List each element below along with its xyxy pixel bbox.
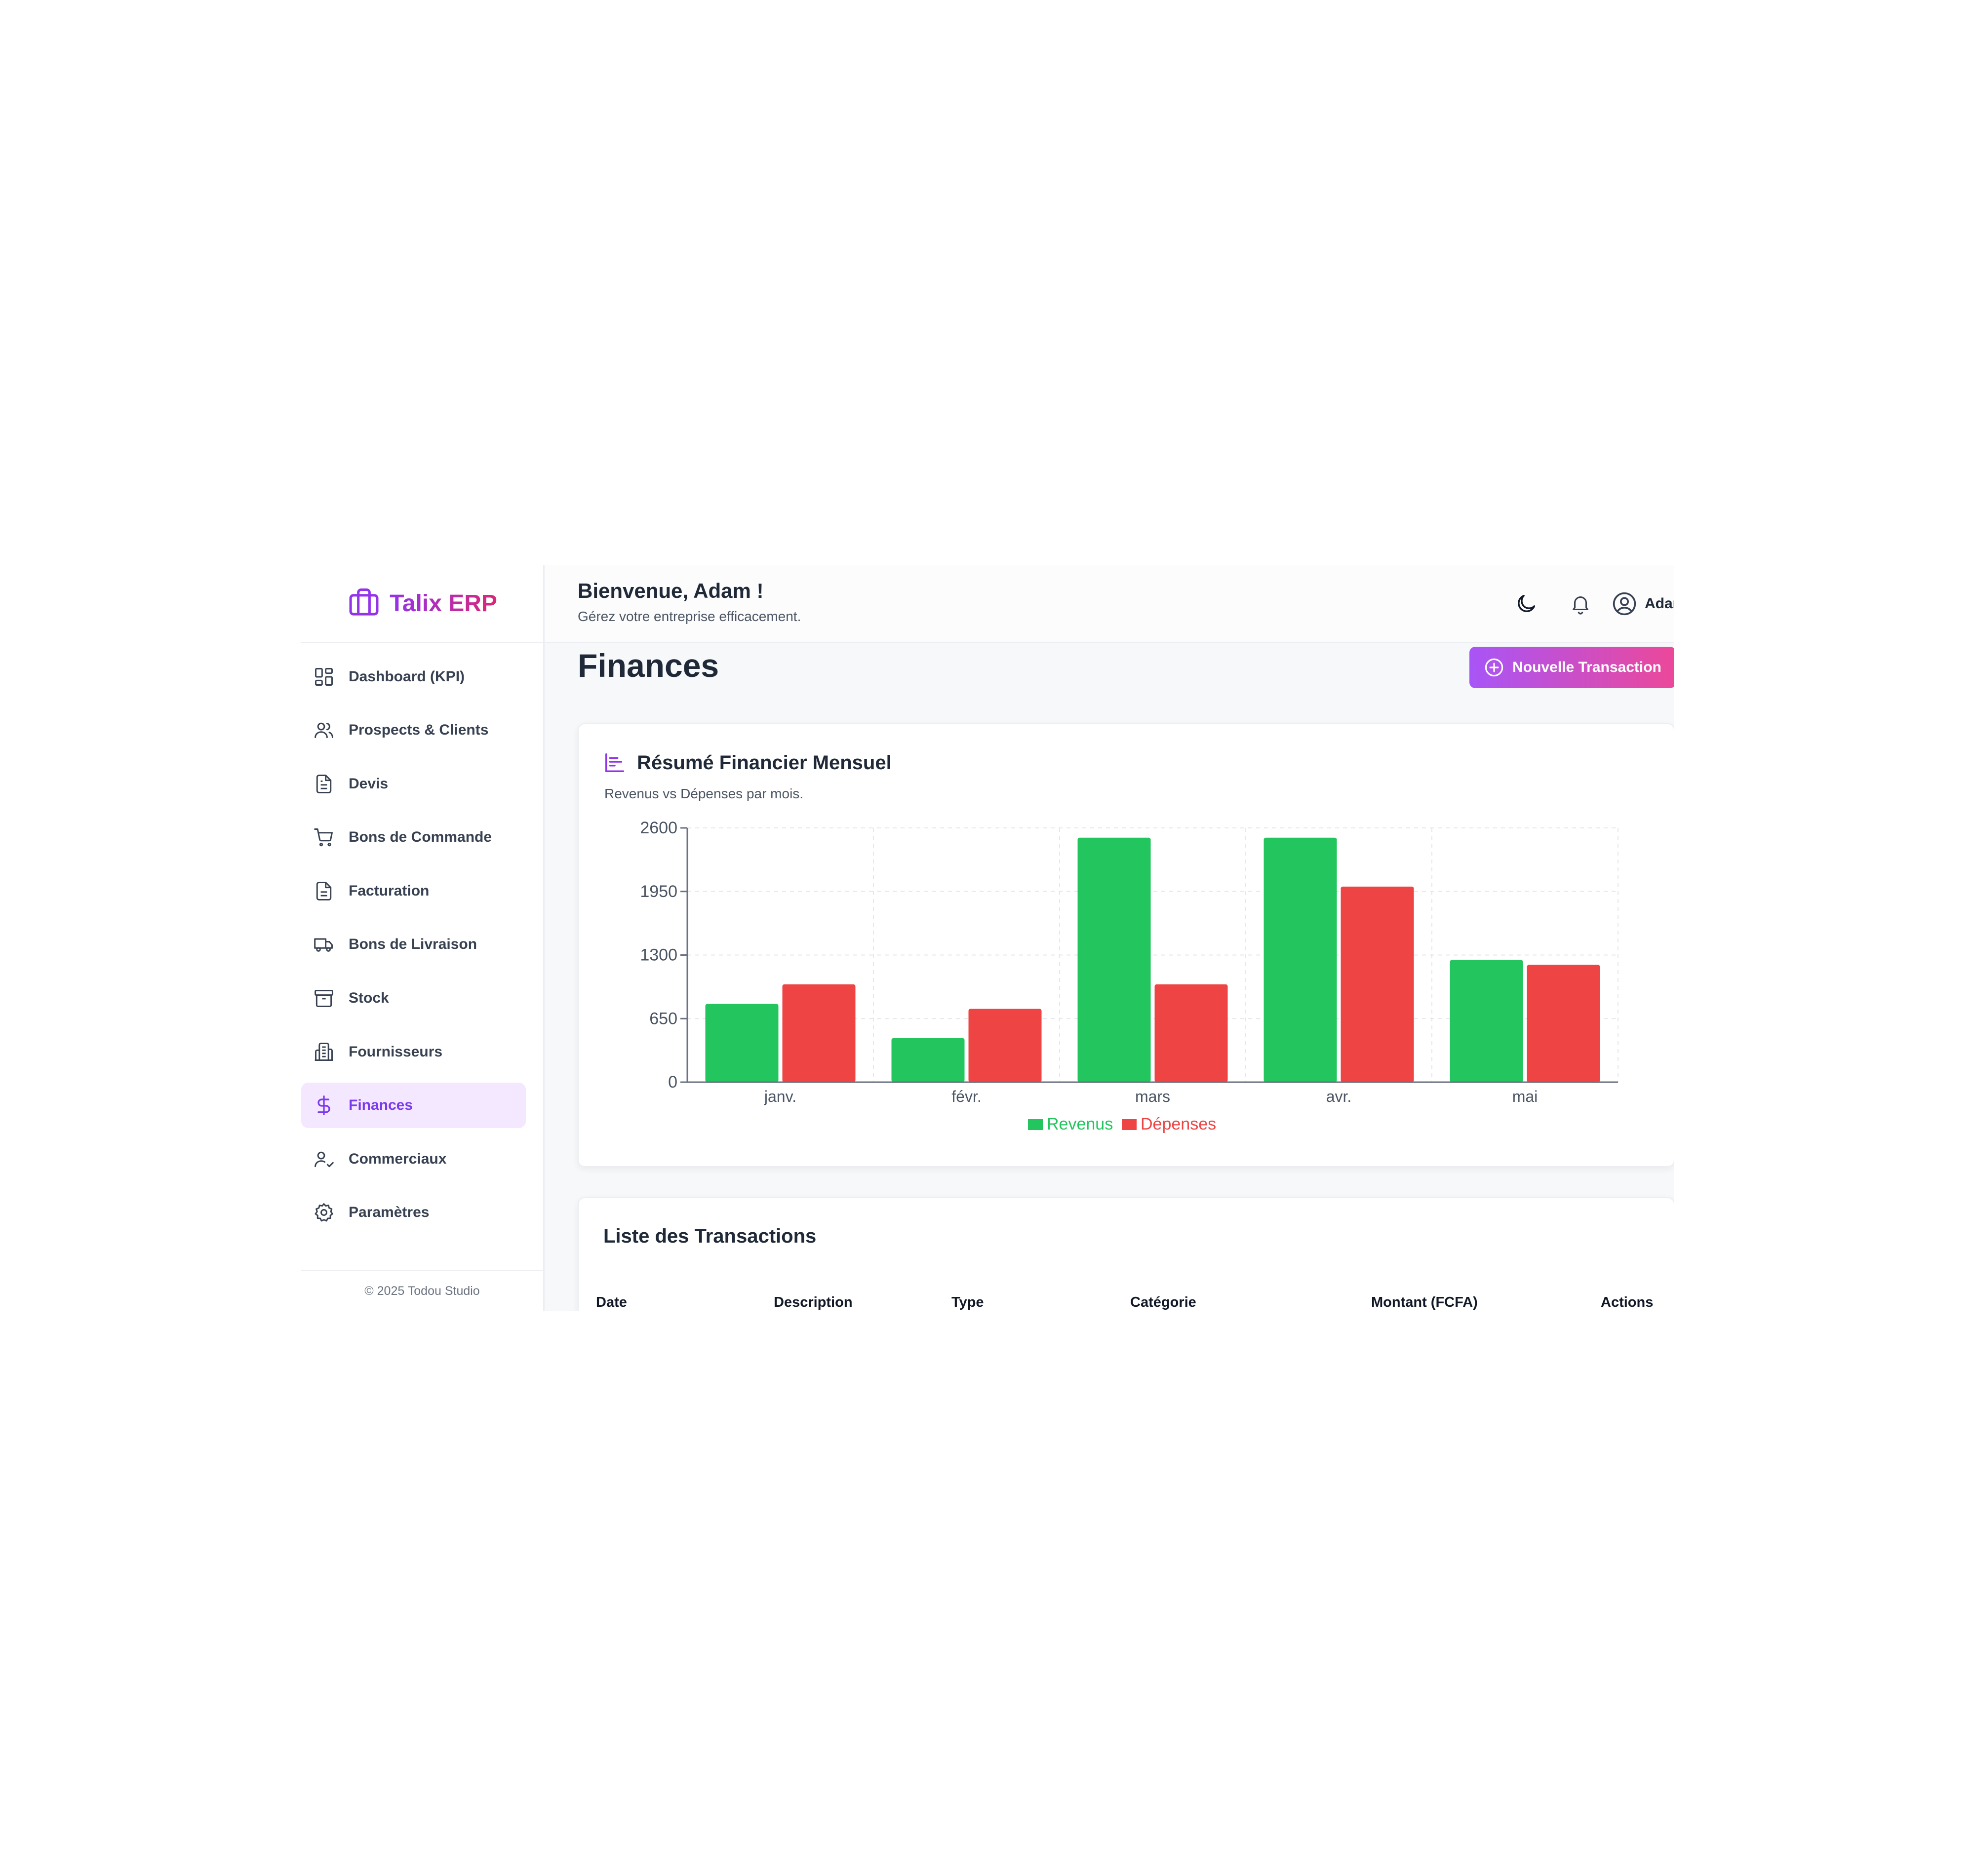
theme-toggle-button[interactable] [1512,590,1540,618]
sidebar-item-dashboard[interactable]: Dashboard (KPI) [301,654,526,700]
y-tick-label: 1300 [640,946,677,965]
plus-circle-icon [1485,658,1503,677]
sidebar-item-stock[interactable]: Stock [301,976,526,1021]
app-window: Talix ERP Dashboard (KPI) Prospects & Cl… [301,565,1674,1311]
bar-dépenses [1154,984,1228,1082]
sidebar-item-label: Bons de Commande [349,829,492,845]
sidebar-item-finances[interactable]: Finances [301,1083,526,1128]
column-header-actions[interactable]: Actions [1601,1294,1654,1310]
sidebar-item-label: Dashboard (KPI) [349,668,465,685]
x-tick-label: mai [1512,1088,1538,1105]
sidebar-item-label: Stock [349,990,389,1006]
bar-dépenses [782,984,856,1082]
bar-revenus [1077,837,1151,1082]
sidebar-item-label: Paramètres [349,1204,430,1220]
chart-card-title: Résumé Financier Mensuel [603,751,892,774]
sidebar-item-prospects-clients[interactable]: Prospects & Clients [301,707,526,753]
user-circle-icon [1613,592,1636,616]
column-header-montant[interactable]: Montant (FCFA) [1371,1294,1478,1310]
sidebar-item-parametres[interactable]: Paramètres [301,1190,526,1235]
moon-icon [1518,594,1536,612]
sidebar-item-bons-de-commande[interactable]: Bons de Commande [301,815,526,860]
legend-label: Dépenses [1141,1115,1216,1133]
brand-title: Talix ERP [390,590,497,617]
bell-icon [1573,596,1588,615]
y-tick-label: 2600 [640,819,677,837]
chart-card-subtitle: Revenus vs Dépenses par mois. [604,786,804,801]
transactions-card: Liste des Transactions Date Description … [578,1197,1674,1311]
top-header: Bienvenue, Adam ! Gérez votre entreprise… [545,565,1674,643]
sidebar-item-label: Bons de Livraison [349,936,477,952]
x-tick-label: mars [1135,1088,1170,1105]
notifications-button[interactable] [1567,590,1594,618]
dollar-icon [317,1095,330,1115]
welcome-heading: Bienvenue, Adam ! [578,579,764,602]
sidebar-item-label: Devis [349,776,389,792]
sidebar-item-bons-de-livraison[interactable]: Bons de Livraison [301,922,526,967]
bar-revenus [1264,837,1337,1082]
x-tick-label: févr. [951,1088,981,1105]
y-tick-label: 1950 [640,882,677,901]
financial-summary-card: Résumé Financier Mensuel Revenus vs Dépe… [578,723,1674,1167]
bar-revenus [891,1038,965,1082]
brand[interactable]: Talix ERP [301,565,543,643]
sidebar-item-label: Prospects & Clients [349,722,489,738]
settings-icon [315,1203,333,1222]
bar-chart-icon [605,753,624,772]
x-tick-label: avr. [1326,1088,1352,1105]
chart-card-title-text: Résumé Financier Mensuel [637,751,892,774]
truck-icon [314,938,333,952]
legend-swatch [1122,1119,1137,1130]
bar-dépenses [1341,886,1414,1082]
sidebar-item-label: Fournisseurs [349,1044,443,1060]
new-transaction-button[interactable]: Nouvelle Transaction [1469,647,1674,688]
dashboard-icon [315,668,333,686]
legend-label: Revenus [1047,1115,1113,1133]
sidebar-item-label: Commerciaux [349,1151,447,1167]
bar-revenus [1450,960,1523,1082]
user-menu[interactable]: Adam [1611,588,1674,620]
column-header-description[interactable]: Description [774,1294,853,1310]
file-text-icon [316,775,332,793]
y-tick-label: 650 [649,1009,677,1028]
user-check-icon [315,1151,334,1168]
sidebar-item-devis[interactable]: Devis [301,761,526,807]
sidebar-footer: © 2025 Todou Studio [301,1270,543,1311]
column-header-categorie[interactable]: Catégorie [1130,1294,1196,1310]
welcome-subtitle: Gérez votre entreprise efficacement. [578,609,801,624]
transactions-title: Liste des Transactions [603,1225,817,1247]
sidebar-item-commerciaux[interactable]: Commerciaux [301,1136,526,1182]
bar-chart: janv. févr. mars avr. mai 0 650 1300 1950 2600 Rev… [640,819,1619,1133]
page-title: Finances [578,647,719,684]
user-name: Adam [1645,595,1674,612]
legend-swatch [1028,1119,1043,1130]
sidebar-item-label: Finances [349,1097,413,1113]
sidebar-item-facturation[interactable]: Facturation [301,868,526,914]
sidebar-item-fournisseurs[interactable]: Fournisseurs [301,1029,526,1075]
bar-revenus [705,1004,779,1082]
bar-dépenses [968,1009,1042,1082]
sidebar: Talix ERP Dashboard (KPI) Prospects & Cl… [301,565,545,1311]
invoice-icon [316,882,332,900]
y-tick-label: 0 [668,1073,677,1092]
archive-icon [315,989,333,1007]
x-tick-label: janv. [764,1088,796,1105]
bar-dépenses [1527,965,1600,1082]
shopping-cart-icon [314,828,333,847]
new-transaction-label: Nouvelle Transaction [1512,659,1661,675]
column-header-type[interactable]: Type [951,1294,984,1310]
sidebar-item-label: Facturation [349,883,430,899]
column-header-date[interactable]: Date [596,1294,627,1310]
briefcase-icon [347,586,381,622]
users-icon [315,722,333,739]
building-icon [315,1043,333,1061]
